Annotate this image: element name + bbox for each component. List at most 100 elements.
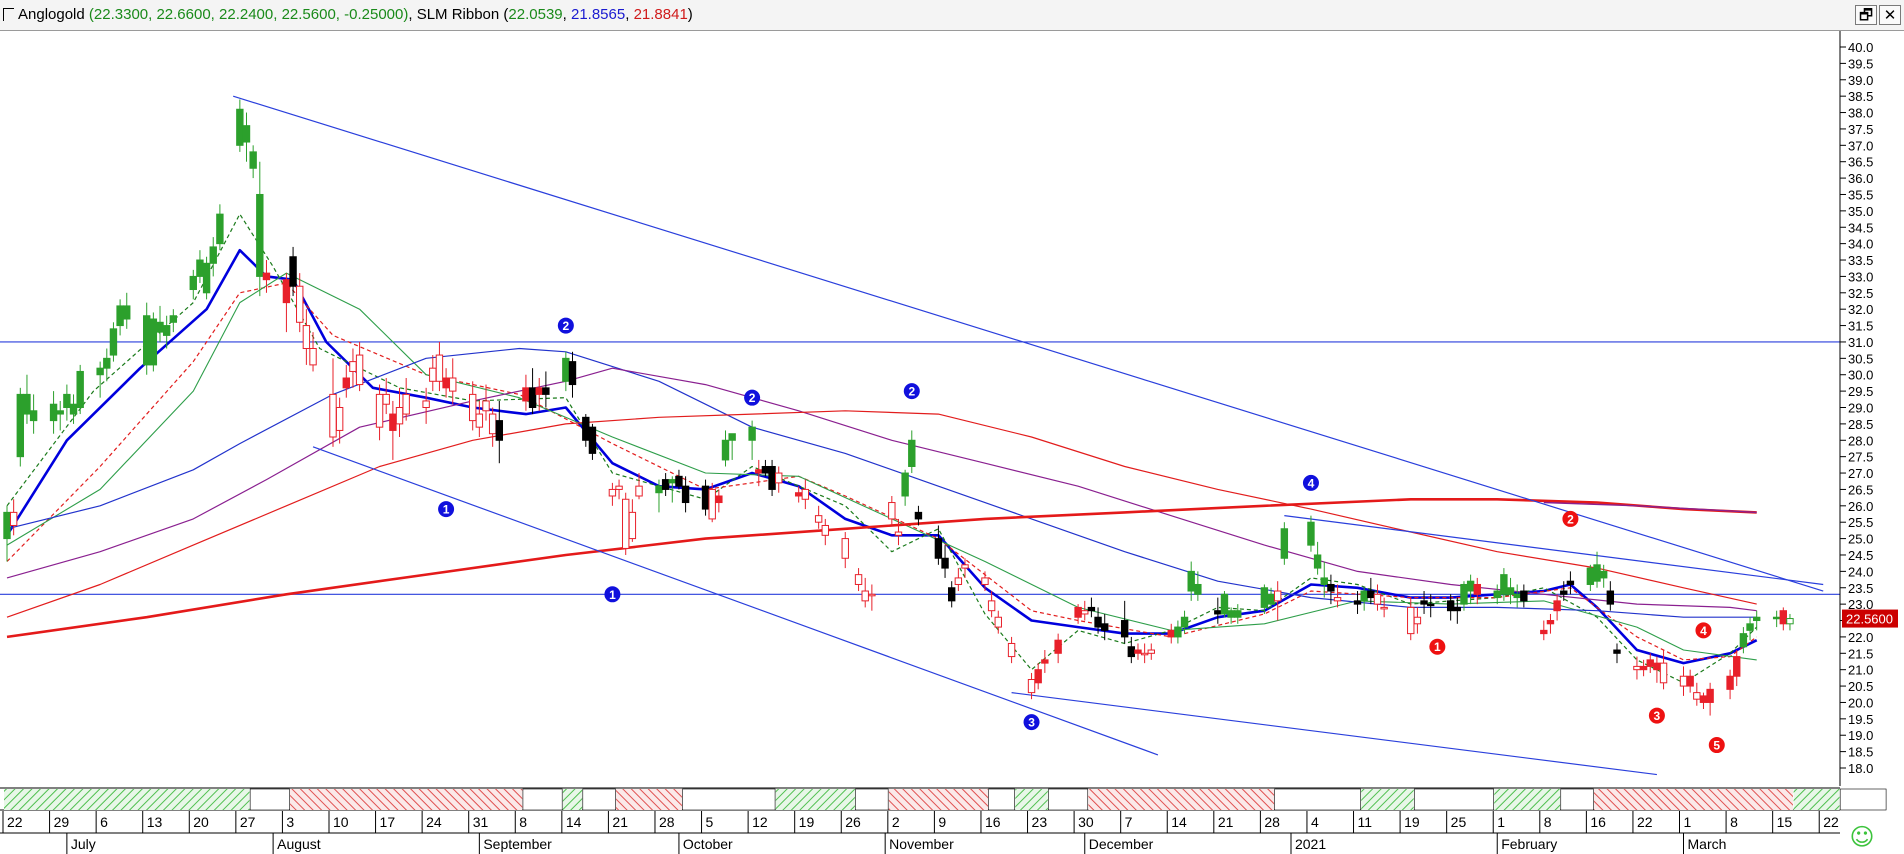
candle [948,581,956,608]
trend-bar-segment-up [1015,789,1048,810]
candle-body [821,524,829,536]
candle [1540,620,1548,641]
trend-bar-segment-neutral [682,788,776,811]
candle-body [1081,610,1089,615]
date-tick-label: 9 [938,814,946,830]
candle-body [728,433,736,441]
candle [1180,610,1189,634]
candle-body [189,275,197,291]
candle-body [1653,662,1661,671]
ribbon-value-3: 21.8841 [633,6,688,23]
candle-body [1227,610,1235,618]
candle-body [994,616,1002,628]
month-tick-label: December [1089,836,1154,852]
date-tick-label: 15 [1777,814,1793,830]
candle-body [162,325,171,336]
candle-body [1513,593,1521,599]
date-tick-label: 7 [1125,814,1133,830]
candle-body [615,485,623,490]
candle [256,161,264,297]
candle-body [568,361,577,386]
wave-label-text: 3 [1654,709,1661,723]
date-tick-label: 26 [845,814,861,830]
date-tick-label: 8 [1730,814,1738,830]
candle-body [775,472,783,484]
price-tick-label: 18.0 [1848,761,1873,776]
price-tick-label: 25.0 [1848,532,1873,547]
candle-body [1606,590,1615,605]
price-tick-label: 27.5 [1848,450,1873,465]
price-tick-label: 31.0 [1848,335,1873,350]
candle-body [1034,669,1042,684]
price-tick-label: 21.5 [1848,646,1873,661]
candle [628,499,637,542]
candle-body [1493,590,1501,599]
candle-body [123,305,131,320]
candle [1353,591,1362,614]
price-tick-label: 26.5 [1848,482,1873,497]
candle [1174,620,1182,644]
candle-body [395,407,404,425]
wave-label-text: 4 [1308,476,1315,490]
restore-window-button[interactable]: 🗗 [1855,5,1877,25]
candle [289,246,297,297]
candle [801,479,810,510]
candle-body [1180,616,1189,628]
candle [296,273,304,333]
candle [309,332,317,372]
candle-body [1752,616,1761,622]
plot-area[interactable] [0,31,1840,786]
trend-bar-segment-down [1088,789,1275,810]
month-tick-label: October [683,836,733,852]
candle-body [63,393,71,408]
candle [335,397,344,444]
candle-body [449,377,457,392]
candle-body [475,413,484,428]
trendline-0 [233,95,1824,592]
candle-body [608,488,617,497]
candle-body [335,407,344,431]
trend-bar-segment-neutral [249,788,290,811]
candle-body [216,213,224,245]
candle-body [3,511,11,540]
candle-body [56,410,64,415]
system-menu-icon[interactable] [3,8,14,21]
candle-body [342,377,350,389]
candle [981,571,989,592]
candle-body [655,485,663,494]
candle-body [1041,659,1049,664]
date-tick-label: 12 [752,814,768,830]
date-tick-label: 28 [659,814,675,830]
candle [482,384,490,421]
wave-label-text: 5 [1713,739,1720,753]
candle [622,492,630,555]
wave-label-marker [1429,638,1446,655]
candle [475,400,484,437]
wave-label-text: 1 [1434,640,1441,654]
date-tick-label: 29 [54,814,70,830]
price-tick-label: 30.0 [1848,368,1873,383]
candle [1752,610,1761,631]
price-tick-label: 28.0 [1848,433,1873,448]
candle-body [468,393,477,422]
close-window-button[interactable]: ✕ [1879,5,1901,25]
candle [934,525,943,565]
candle-body [103,357,111,369]
candle [675,469,683,490]
candle [1733,650,1741,687]
candle-body [854,574,863,585]
candle-body [1267,593,1275,605]
candle [615,479,623,500]
candle-body [1234,610,1242,618]
candle-body [1593,564,1601,582]
candle-body [355,354,364,386]
wave-labels: 2 1 2 2 1 3 4 1 2 3 4 5 [438,317,1725,754]
price-tick-label: 19.0 [1848,728,1873,743]
status-smiley-icon[interactable]: ☺ [1849,823,1875,851]
chart-title: Anglogold (22.3300, 22.6600, 22.2400, 22… [18,6,693,23]
candle-body [1413,616,1422,625]
candle-body [149,318,158,366]
candle [56,400,64,431]
candle-body [961,564,969,569]
